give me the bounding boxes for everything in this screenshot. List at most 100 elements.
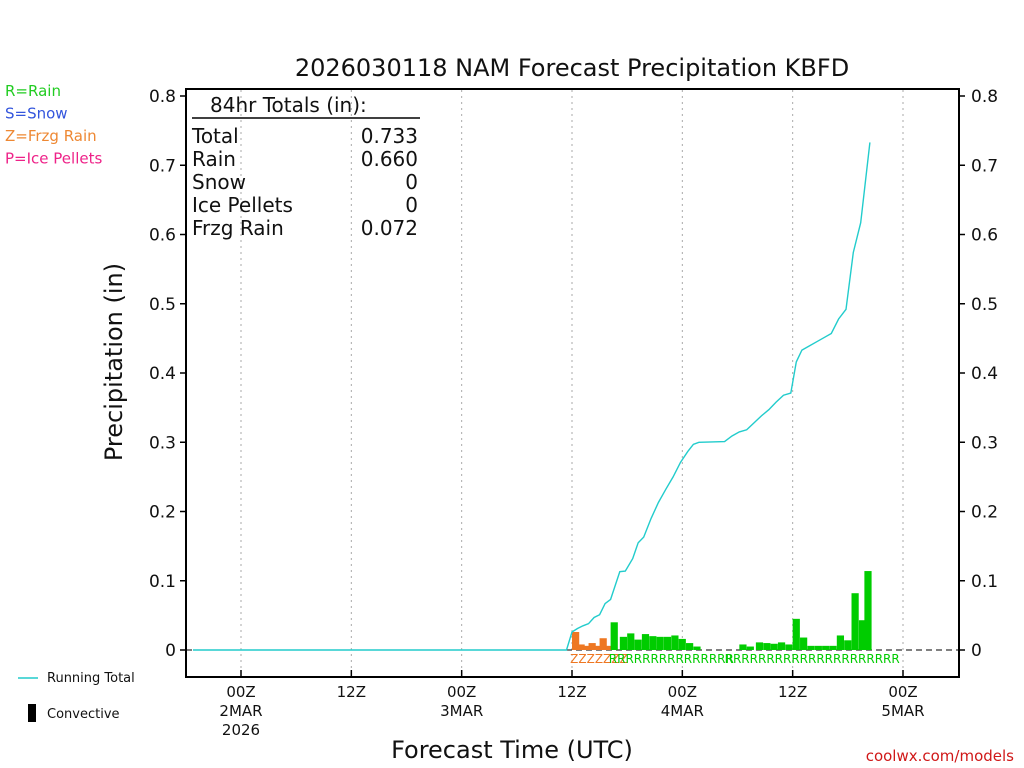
precip-bar [610, 622, 618, 650]
convective-legend-swatch [28, 704, 36, 722]
precip-bar [656, 636, 664, 650]
precip-bar [588, 643, 596, 650]
ptype-legend-item: R=Rain [5, 82, 61, 100]
y-tick-label-right: 0.5 [971, 295, 998, 315]
precip-bar [763, 643, 771, 650]
y-tick-label-right: 0.8 [971, 87, 998, 107]
ptype-strip: ZZZZZZZ [570, 652, 628, 666]
vertical-gridlines [240, 90, 904, 676]
precip-bar [844, 640, 852, 650]
y-tick-label-left: 0.2 [149, 503, 176, 523]
precip-bar [686, 643, 694, 650]
x-tick-label: 00Z [668, 683, 697, 701]
precip-bar [693, 646, 701, 650]
running-total-line [193, 142, 871, 651]
totals-row-label: Rain [192, 147, 236, 171]
precip-bar [572, 631, 580, 650]
x-tick-label: 12Z [337, 683, 366, 701]
y-tick-label-left: 0.8 [149, 87, 176, 107]
y-tick-label-right: 0.4 [971, 364, 998, 384]
x-axis-label: Forecast Time (UTC) [391, 736, 633, 764]
precip-bar [785, 644, 793, 650]
chart-title: 2026030118 NAM Forecast Precipitation KB… [295, 54, 849, 82]
y-axis: 0.8 0.8 0.7 0.7 0.6 0.6 0.5 0.5 0.4 0.4 0.3 0.3 0.2 0… [149, 87, 998, 661]
y-tick-label-right: 0 [971, 641, 982, 661]
precip-bar [807, 645, 815, 650]
precip-bar [599, 638, 607, 650]
precip-bar [814, 645, 822, 650]
precip-bar [663, 636, 672, 650]
y-tick-label-right: 0.7 [971, 156, 998, 176]
precip-bar [739, 644, 747, 650]
precip-bar [671, 635, 679, 650]
totals-header: 84hr Totals (in): [210, 93, 367, 117]
ptype-strip: RRRRRRRRRRRRRRR [609, 652, 734, 666]
precip-bar [627, 633, 635, 650]
y-tick-label-left: 0.5 [149, 295, 176, 315]
totals-row-label: Total [191, 124, 239, 148]
x-tick-label: 3MAR [440, 702, 483, 720]
y-tick-label-left: 0.4 [149, 364, 176, 384]
totals-row-value: 0 [405, 170, 418, 194]
series-legend: Running Total Convective [18, 671, 135, 722]
y-tick-label-left: 0.1 [149, 572, 176, 592]
ptype-strip: RRRRRRRRRRRRRRRRRRRRR [725, 652, 900, 666]
precip-bar [634, 639, 642, 650]
precip-bar [792, 618, 800, 650]
precip-bar [851, 593, 859, 650]
precip-bar [800, 637, 808, 650]
credit-link[interactable]: coolwx.com/models [866, 747, 1014, 765]
totals-row-label: Frzg Rain [192, 216, 284, 240]
totals-rows: Total 0.733 Rain 0.660 Snow 0 Ice Pellets 0 Frzg… [191, 124, 418, 240]
y-tick-label-right: 0.2 [971, 503, 998, 523]
ptype-legend: R=Rain S=Snow Z=Frzg Rain P=Ice Pellets [5, 82, 102, 168]
precip-bar [594, 645, 602, 650]
precip-bars [572, 571, 872, 650]
precip-bar [577, 644, 585, 650]
convective-legend-label: Convective [47, 707, 120, 722]
totals-row-label: Snow [192, 170, 246, 194]
precip-bar [605, 645, 613, 650]
y-tick-label-right: 0.1 [971, 572, 998, 592]
totals-row-value: 0.660 [361, 147, 418, 171]
x-tick-label: 12Z [778, 683, 807, 701]
x-tick-label: 4MAR [661, 702, 704, 720]
ptype-legend-item: S=Snow [5, 105, 68, 123]
y-tick-label-left: 0.6 [149, 226, 176, 246]
x-tick-label: 00Z [888, 683, 917, 701]
precip-bar [829, 645, 837, 650]
x-tick-label: 00Z [447, 683, 476, 701]
precip-bar [678, 638, 686, 650]
x-tick-label: 12Z [557, 683, 586, 701]
precip-bar [864, 571, 872, 650]
precip-bar [777, 642, 786, 650]
precip-bar [755, 642, 764, 650]
precip-bar [746, 646, 754, 650]
y-axis-label: Precipitation (in) [100, 263, 128, 461]
totals-row-value: 0.072 [361, 216, 418, 240]
precip-bar [770, 643, 778, 650]
totals-box: 84hr Totals (in): Total 0.733 Rain 0.660 Sno… [191, 93, 420, 240]
x-tick-label: 00Z [226, 683, 255, 701]
y-tick-label-right: 0.6 [971, 226, 998, 246]
precip-bar [822, 645, 830, 650]
precip-bar [836, 635, 845, 650]
x-tick-label: 2MAR [219, 702, 262, 720]
ptype-legend-item: Z=Frzg Rain [5, 127, 97, 145]
running-total-legend-label: Running Total [47, 671, 135, 686]
precip-bar [583, 645, 591, 650]
precip-bar [649, 636, 657, 650]
precip-bar [858, 620, 867, 650]
precip-bar [641, 634, 650, 650]
precip-bar [619, 636, 628, 650]
ptype-legend-item: P=Ice Pellets [5, 150, 102, 168]
x-tick-label: 5MAR [881, 702, 924, 720]
totals-row-value: 0.733 [361, 124, 418, 148]
x-tick-label: 2026 [222, 721, 260, 739]
y-tick-label-left: 0 [165, 641, 176, 661]
y-tick-label-left: 0.7 [149, 156, 176, 176]
totals-row-label: Ice Pellets [192, 193, 293, 217]
y-tick-label-left: 0.3 [149, 433, 176, 453]
